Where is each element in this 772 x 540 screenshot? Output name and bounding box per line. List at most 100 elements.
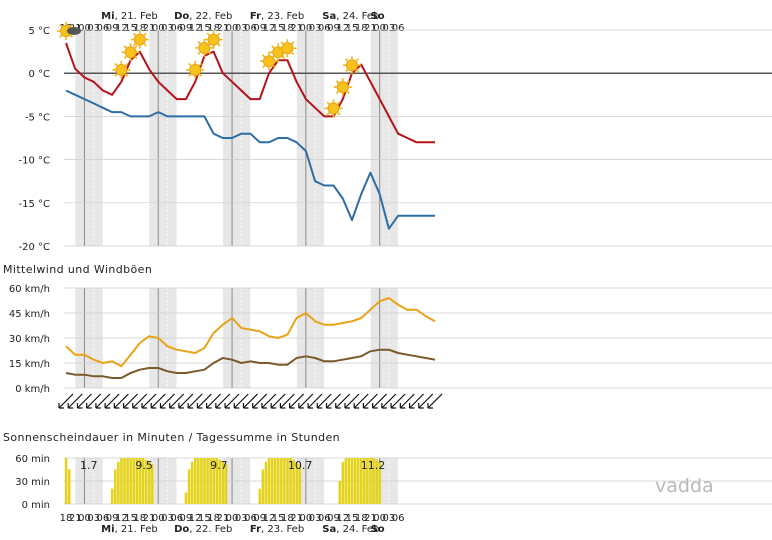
sunshine-bar — [286, 458, 289, 504]
sunshine-bar — [350, 458, 354, 504]
weather-icons — [57, 21, 401, 130]
wind-direction-arrows — [58, 393, 443, 409]
hour-tick-label: 12 — [336, 513, 349, 524]
sunshine-bar — [261, 469, 265, 504]
sun-ray — [271, 55, 275, 60]
hour-tick-label: 15 — [124, 513, 137, 524]
y-tick-label: -20 °C — [19, 242, 51, 253]
hour-tick-label: 09 — [180, 513, 193, 524]
hour-tick-label: 06 — [318, 513, 331, 524]
hour-tick-label: 06 — [244, 23, 257, 34]
sunshine-bar — [110, 488, 114, 504]
wind-arrow — [381, 393, 397, 409]
wind-arrow-head — [132, 403, 138, 409]
y-tick-label: 60 min — [15, 454, 50, 465]
sun-ray — [114, 62, 118, 67]
sun-ray — [326, 101, 330, 105]
wind-arrow-head — [353, 403, 360, 409]
sun-disc — [336, 81, 349, 94]
wind-arrow-head — [58, 403, 64, 409]
daily-total-label: 9.7 — [210, 459, 228, 472]
y-tick-label: 60 km/h — [9, 284, 50, 295]
wind-arrow — [427, 393, 443, 409]
sun-ray — [208, 51, 212, 55]
wind-section-title: Mittelwind und Windböen — [3, 263, 152, 276]
sunshine-bar — [193, 458, 197, 504]
wind-arrow — [418, 393, 434, 409]
wind-arrow — [363, 393, 378, 409]
wind-arrow — [86, 393, 102, 409]
hour-tick-label: 12 — [263, 23, 276, 34]
hour-tick-label: 03 — [383, 23, 396, 34]
hour-tick-label: 12 — [115, 23, 128, 34]
hour-tick-label: 18 — [281, 23, 294, 34]
sunshine-bar — [141, 458, 145, 504]
wind-arrow-head — [187, 403, 194, 409]
sunshine-bar — [120, 458, 123, 504]
sun-ray — [346, 90, 350, 95]
wind-arrow — [353, 393, 369, 409]
wind-arrow — [261, 393, 277, 409]
hour-tick-label: 12 — [263, 513, 276, 524]
hour-tick-label: 06 — [392, 23, 405, 34]
wind-arrow-head — [95, 403, 101, 409]
sunshine-bar — [280, 458, 283, 504]
sunshine-bar — [267, 458, 271, 504]
wind-arrow-head — [316, 403, 323, 409]
sun-disc — [327, 102, 340, 115]
wind-arrow-head — [399, 403, 406, 409]
hour-tick-label: 18 — [355, 513, 368, 524]
wind-arrow-head — [325, 403, 332, 409]
sunshine-bar — [126, 458, 129, 504]
wind-arrow — [169, 393, 185, 409]
sun-ray — [217, 43, 221, 47]
day-label: Fr, 23. Feb — [250, 524, 304, 535]
daily-total-label: 9.5 — [135, 459, 153, 472]
sunshine-bar — [144, 459, 148, 504]
wind-arrow — [160, 393, 175, 409]
wind-panel — [65, 297, 436, 379]
sun-ray — [188, 62, 192, 67]
hour-tick-label: 15 — [272, 513, 285, 524]
sun-ray — [291, 41, 295, 45]
wind-arrow — [233, 393, 249, 409]
cloud-icon — [67, 26, 81, 35]
sunshine-bar — [360, 458, 363, 504]
sunshine-y-axis: 60 min 30 min 0 min — [15, 454, 772, 511]
bottom-hour-ticks: 1821000306091215182100030609121518210003… — [60, 513, 405, 524]
hour-tick-label: 15 — [272, 23, 285, 34]
hour-tick-label: 00 — [78, 23, 91, 34]
sunshine-bar — [190, 461, 194, 504]
sun-ray — [198, 62, 203, 67]
day-label: Fr, 23. Feb — [250, 11, 304, 22]
sunshine-bar — [273, 458, 277, 504]
wind-arrow — [104, 393, 120, 409]
wind-arrow — [58, 393, 74, 409]
sun-ray — [197, 51, 201, 55]
wind-arrow-head — [196, 403, 203, 409]
hour-tick-label: 09 — [106, 23, 119, 34]
sunshine-bar — [270, 458, 274, 504]
wind-arrow-head — [150, 403, 157, 409]
hour-tick-label: 06 — [318, 23, 331, 34]
wind-arrow — [298, 393, 314, 409]
sun-ray — [125, 73, 129, 77]
wind-arrow-head — [178, 403, 184, 409]
hour-tick-label: 18 — [207, 513, 220, 524]
wind-arrow-head — [252, 403, 258, 409]
sunshine-bar — [224, 464, 228, 504]
sun-disc — [281, 42, 294, 55]
hour-tick-label: 06 — [170, 513, 183, 524]
wind-arrow — [409, 393, 424, 409]
sunshine-bar — [64, 458, 68, 504]
wind-arrow-head — [215, 403, 221, 409]
sunshine-bar — [117, 461, 120, 504]
hour-tick-label: 15 — [198, 513, 211, 524]
night-band — [75, 30, 103, 246]
sun-ray — [198, 73, 203, 77]
sun-ray — [188, 73, 192, 77]
sunshine-bar — [187, 469, 191, 504]
temperature-panel — [64, 42, 772, 230]
hour-tick-label: 09 — [327, 23, 340, 34]
sunshine-section-title: Sonnenscheindauer in Minuten / Tagessumm… — [3, 431, 340, 444]
